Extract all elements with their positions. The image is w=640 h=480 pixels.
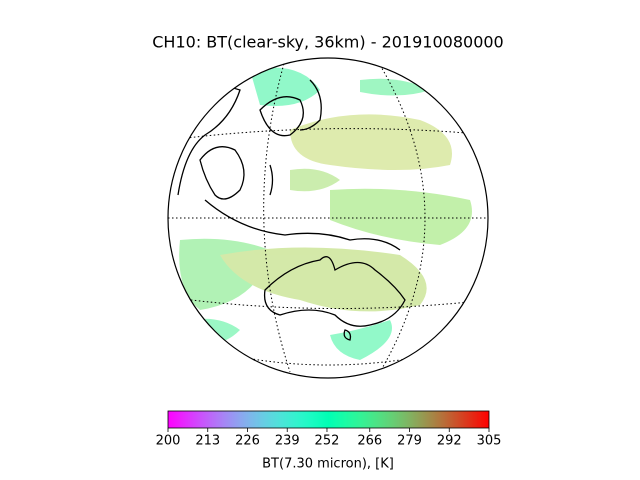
colorbar-tick-label: 292 [437,434,462,449]
globe-edge [167,57,489,379]
colorbar [167,410,490,429]
colorbar-label: BT(7.30 micron), [K] [262,457,394,472]
colorbar-tick-label: 226 [235,434,260,449]
colorbar-tick-label: 239 [275,434,300,449]
colorbar-tick-label: 266 [357,434,382,449]
globe [168,59,488,373]
colorbar-tick-label: 213 [195,434,220,449]
colorbar-tick-label: 305 [477,434,502,449]
colorbar-tick-label: 252 [315,434,340,449]
colorbar-box [167,410,490,429]
map-title: CH10: BT(clear-sky, 36km) - 201910080000 [152,33,503,52]
colorbar-tick-label: 279 [397,434,422,449]
colorbar-tick-label: 200 [156,434,181,449]
